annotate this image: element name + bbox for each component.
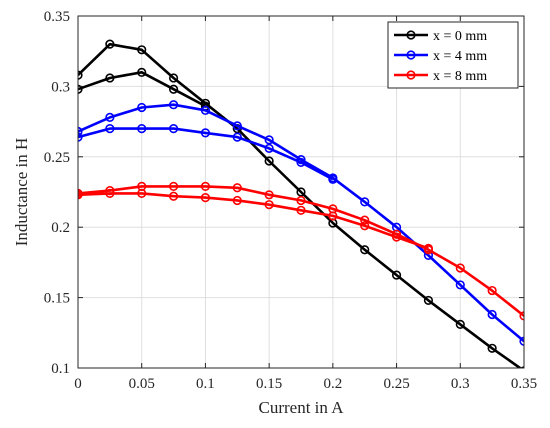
legend: x = 0 mm x = 4 mm x = 8 mm [387, 21, 519, 89]
data-point [487, 343, 497, 353]
data-point [264, 156, 274, 166]
data-point [168, 181, 179, 191]
data-point [137, 67, 147, 77]
series-line [78, 127, 334, 181]
data-point [391, 270, 402, 280]
data-point [423, 295, 434, 306]
data-point [264, 135, 274, 145]
data-point [105, 39, 115, 49]
data-point [328, 174, 338, 184]
data-point [232, 121, 242, 131]
series-2 [78, 181, 524, 321]
legend-label: x = 8 mm [433, 69, 487, 84]
y-tick-label: 0.25 [44, 150, 70, 166]
legend-label: x = 0 mm [433, 29, 487, 44]
data-point [137, 102, 147, 113]
data-point [200, 181, 211, 191]
data-point [360, 197, 370, 207]
data-point [455, 319, 465, 329]
data-point [168, 100, 179, 110]
data-point [391, 232, 402, 242]
data-point [78, 190, 83, 200]
series-line [78, 185, 524, 317]
data-point [232, 195, 242, 206]
y-tick-label: 0.2 [51, 220, 70, 236]
data-point [232, 183, 242, 193]
data-point [137, 124, 147, 134]
x-tick-label: 0 [74, 376, 82, 392]
data-point [78, 126, 83, 137]
data-point [264, 190, 274, 200]
data-point [519, 336, 524, 346]
data-point [360, 215, 370, 225]
y-tick-label: 0.35 [44, 9, 70, 25]
data-point [200, 193, 211, 203]
data-point [264, 200, 274, 210]
data-point [137, 188, 147, 199]
legend-label: x = 4 mm [433, 49, 487, 64]
x-axis-label: Current in A [259, 398, 345, 417]
data-point [168, 73, 179, 83]
data-point [519, 311, 524, 321]
legend-marker [406, 70, 416, 80]
data-point [168, 84, 179, 94]
data-point [296, 187, 306, 197]
data-point [105, 73, 115, 83]
y-tick-label: 0.15 [44, 291, 70, 307]
data-point [78, 132, 83, 142]
data-point [168, 191, 179, 201]
y-tick-label: 0.3 [51, 79, 70, 95]
data-point [78, 84, 83, 94]
series-line [78, 103, 524, 343]
legend-marker [406, 30, 416, 40]
x-tick-label: 0.2 [323, 376, 342, 392]
y-tick-label: 0.1 [51, 361, 70, 377]
data-point [296, 195, 306, 206]
data-point [328, 211, 338, 221]
data-point [105, 112, 115, 122]
x-tick-label: 0.35 [511, 376, 537, 392]
data-point [232, 132, 242, 142]
legend-marker [406, 50, 416, 60]
data-point [168, 124, 179, 134]
series-line [78, 71, 207, 108]
series-line [78, 42, 523, 368]
x-tick-label: 0.3 [451, 376, 470, 392]
plot-frame [77, 15, 525, 369]
data-point [296, 205, 306, 215]
data-point [296, 157, 306, 168]
data-point [78, 70, 83, 80]
data-point [455, 280, 465, 290]
series-line [78, 192, 429, 250]
data-point [423, 243, 434, 253]
series-layer [78, 39, 524, 368]
x-tick-label: 0.05 [129, 376, 155, 392]
data-point [487, 285, 497, 296]
data-point [360, 221, 370, 231]
data-point [455, 263, 465, 273]
x-tick-label: 0.1 [196, 376, 215, 392]
data-point [264, 143, 274, 153]
data-point [105, 124, 115, 134]
axis-ticks [77, 15, 525, 369]
data-point [200, 105, 211, 115]
y-tick-labels: 0.1 0.15 0.2 0.25 0.3 0.35 [44, 9, 70, 377]
series-1 [78, 100, 524, 346]
data-point [200, 128, 211, 138]
data-point [105, 188, 115, 199]
x-tick-label: 0.25 [383, 376, 409, 392]
x-tick-label: 0.15 [256, 376, 282, 392]
y-axis-label: Inductance in H [12, 138, 31, 247]
data-point [137, 45, 147, 55]
data-point [360, 245, 370, 255]
x-tick-labels: 0 0.05 0.1 0.15 0.2 0.25 0.3 0.35 [74, 376, 537, 392]
data-point [487, 309, 497, 320]
